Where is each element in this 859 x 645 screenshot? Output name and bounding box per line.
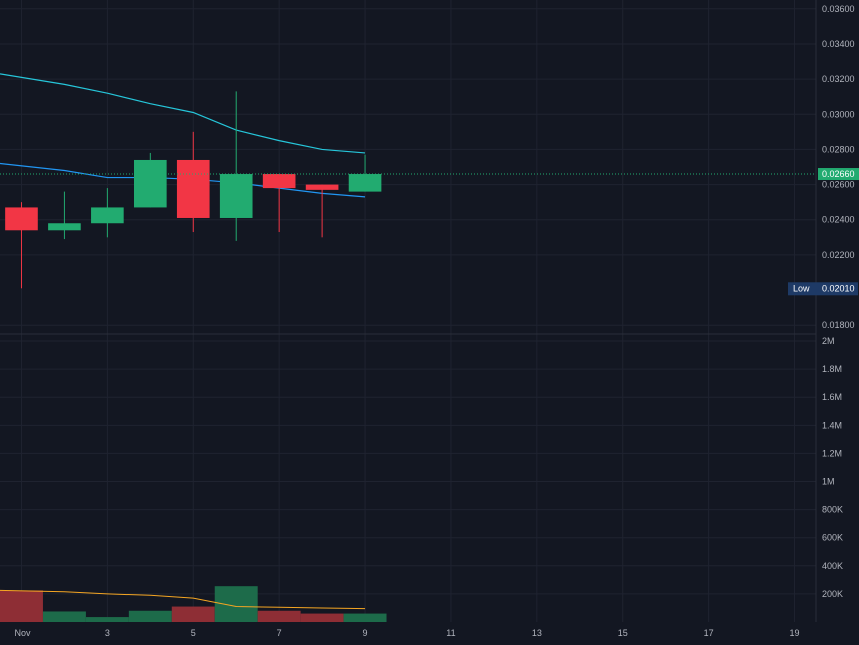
candle-body <box>48 223 81 231</box>
volume-bars <box>0 586 387 622</box>
candle-body <box>305 184 339 190</box>
time-tick-label: Nov <box>14 628 31 638</box>
volume-bar <box>0 590 43 622</box>
volume-bar <box>257 610 301 622</box>
volume-tick-label: 1M <box>822 477 835 487</box>
volume-tick-label: 1.8M <box>822 364 842 374</box>
time-tick-label: 15 <box>618 628 628 638</box>
price-tick-label: 0.03400 <box>822 39 855 49</box>
volume-tick-label: 2M <box>822 336 835 346</box>
candle-body <box>5 207 38 231</box>
volume-bar <box>128 610 172 622</box>
time-tick-label: 7 <box>277 628 282 638</box>
price-tick-label: 0.02800 <box>822 144 855 154</box>
volume-tick-label: 1.2M <box>822 448 842 458</box>
candle <box>305 184 339 238</box>
time-tick-label: 13 <box>532 628 542 638</box>
candle-body <box>348 174 382 192</box>
price-tick-label: 0.02200 <box>822 250 855 260</box>
price-tick-label: 0.02400 <box>822 215 855 225</box>
candle-body <box>133 159 167 208</box>
candle <box>5 202 38 289</box>
price-tick-label: 0.03600 <box>822 4 855 14</box>
volume-tick-label: 200K <box>822 589 843 599</box>
price-tick-label: 0.02600 <box>822 180 855 190</box>
time-tick-label: 11 <box>446 628 455 638</box>
volume-tick-label: 800K <box>822 505 843 515</box>
volume-tick-label: 1.4M <box>822 420 842 430</box>
time-tick-label: 5 <box>191 628 196 638</box>
price-tick-label: 0.03000 <box>822 109 855 119</box>
time-tick-label: 9 <box>363 628 368 638</box>
price-axis[interactable]: 0.01800 0.02200 0.02400 0.02600 0.02800 0.030… <box>822 4 855 330</box>
volume-bar <box>171 606 215 622</box>
low-badge-background <box>788 282 858 296</box>
candle <box>91 188 124 238</box>
volume-ma-line <box>0 589 366 610</box>
time-axis[interactable]: Nov 3 5 7 9 11 13 15 17 19 <box>14 628 799 638</box>
low-badge: Low 0.02010 <box>788 282 858 296</box>
volume-bar <box>42 611 86 622</box>
candle-body <box>219 174 253 218</box>
candle <box>133 152 167 208</box>
candle <box>176 131 210 233</box>
candle <box>262 174 296 233</box>
candle-body <box>91 207 124 224</box>
time-tick-label: 19 <box>790 628 800 638</box>
volume-axis[interactable]: 2M 1.8M 1.6M 1.4M 1.2M 1M 800K 600K 400K 200K <box>822 336 843 599</box>
candle <box>348 154 382 192</box>
last-price-badge: 0.02660 <box>818 168 859 181</box>
volume-tick-label: 600K <box>822 533 843 543</box>
time-tick-label: 17 <box>704 628 714 638</box>
low-label: Low <box>793 283 810 293</box>
volume-bar <box>343 613 387 622</box>
candle <box>48 191 81 240</box>
candles <box>5 91 382 289</box>
volume-tick-label: 400K <box>822 561 843 571</box>
low-value-label: 0.02010 <box>822 283 855 293</box>
grid-lines <box>0 0 816 622</box>
candle-body <box>176 159 210 218</box>
candle-body <box>262 174 296 189</box>
volume-tick-label: 1.6M <box>822 392 842 402</box>
volume-bar <box>300 613 344 622</box>
candle <box>219 91 253 241</box>
last-price-label: 0.02660 <box>822 169 855 179</box>
price-tick-label: 0.01800 <box>822 320 855 330</box>
volume-moving-average <box>0 589 366 610</box>
last-price-badge-background <box>818 168 859 181</box>
price-tick-label: 0.03200 <box>822 74 855 84</box>
volume-bar <box>85 617 129 622</box>
moving-average-line <box>0 73 366 154</box>
time-tick-label: 3 <box>105 628 110 638</box>
